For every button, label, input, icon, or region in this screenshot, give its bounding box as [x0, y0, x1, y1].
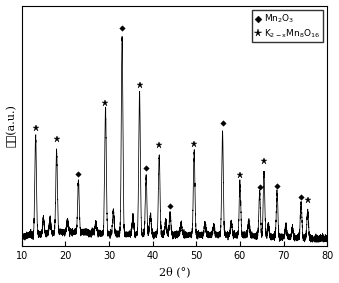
Legend: $\mathrm{Mn_2O_3}$, $\mathrm{K_{2-x}Mn_8O_{16}}$: $\mathrm{Mn_2O_3}$, $\mathrm{K_{2-x}Mn_8…	[252, 10, 323, 42]
Y-axis label: 强度(a.u.): 强度(a.u.)	[5, 104, 16, 147]
X-axis label: 2θ (°): 2θ (°)	[159, 267, 190, 277]
